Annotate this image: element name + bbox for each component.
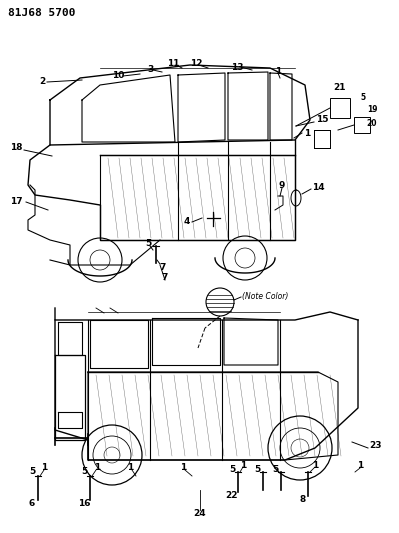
Text: 5: 5 [29, 467, 35, 477]
Bar [330, 98, 350, 118]
Text: 81J68 5700: 81J68 5700 [8, 8, 75, 18]
Text: 24: 24 [194, 508, 206, 518]
Text: 1: 1 [127, 464, 133, 472]
Text: 22: 22 [226, 491, 238, 500]
Text: 23: 23 [369, 440, 381, 449]
Text: 19: 19 [367, 106, 377, 115]
Text: 11: 11 [167, 59, 179, 68]
Text: 17: 17 [10, 198, 22, 206]
Text: 4: 4 [184, 217, 190, 227]
Text: 6: 6 [29, 498, 35, 507]
Bar [354, 117, 370, 133]
Bar [314, 130, 330, 148]
Text: 20: 20 [367, 118, 377, 127]
Text: 7: 7 [162, 272, 168, 281]
Text: 15: 15 [316, 116, 328, 125]
Text: 10: 10 [112, 71, 124, 80]
Text: 21: 21 [334, 84, 346, 93]
Text: 5: 5 [360, 93, 365, 102]
Text: 5: 5 [272, 464, 278, 473]
Text: 18: 18 [10, 143, 22, 152]
Text: 5: 5 [81, 467, 87, 477]
Text: 5: 5 [145, 238, 151, 247]
Text: 1: 1 [180, 464, 186, 472]
Text: 2: 2 [39, 77, 45, 86]
Text: 5: 5 [229, 464, 235, 473]
Text: 1: 1 [304, 128, 310, 138]
Text: 13: 13 [231, 62, 243, 71]
Text: 1: 1 [94, 464, 100, 472]
Text: 1: 1 [312, 462, 318, 471]
Text: 1: 1 [357, 461, 363, 470]
Text: (Note Color): (Note Color) [242, 292, 288, 301]
Text: 7: 7 [160, 262, 166, 271]
Text: 1: 1 [41, 464, 47, 472]
Text: 8: 8 [300, 496, 306, 505]
Text: 12: 12 [190, 59, 202, 68]
Text: 5: 5 [254, 464, 260, 473]
Text: 1: 1 [240, 461, 246, 470]
Text: 3: 3 [147, 66, 153, 75]
Text: 9: 9 [279, 181, 285, 190]
Text: 16: 16 [78, 498, 90, 507]
Text: 1: 1 [275, 67, 281, 76]
Text: 14: 14 [312, 182, 324, 191]
